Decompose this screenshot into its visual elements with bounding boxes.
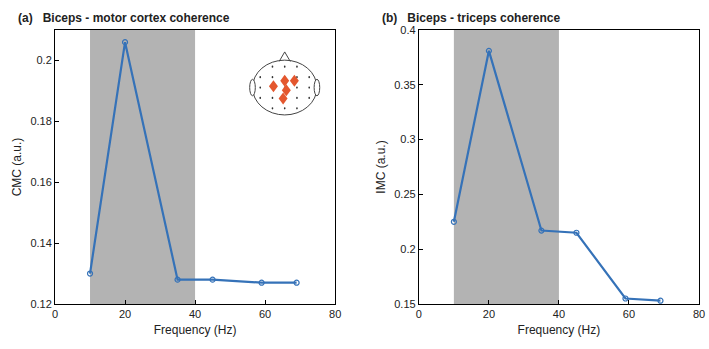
svg-text:Frequency (Hz): Frequency (Hz) xyxy=(154,323,237,337)
svg-text:20: 20 xyxy=(119,308,131,320)
svg-text:60: 60 xyxy=(623,308,635,320)
svg-text:0.15: 0.15 xyxy=(394,298,415,310)
svg-text:0: 0 xyxy=(52,308,58,320)
svg-text:60: 60 xyxy=(259,308,271,320)
svg-text:0.18: 0.18 xyxy=(30,115,51,127)
svg-text:0: 0 xyxy=(416,308,422,320)
svg-text:0.4: 0.4 xyxy=(400,24,415,36)
svg-text:(b) Biceps - triceps coheren: (b) Biceps - triceps coherence xyxy=(382,11,560,25)
svg-text:0.2: 0.2 xyxy=(400,243,415,255)
svg-text:80: 80 xyxy=(693,308,705,320)
svg-text:0.14: 0.14 xyxy=(30,237,51,249)
svg-text:Frequency (Hz): Frequency (Hz) xyxy=(518,323,601,337)
svg-text:0.35: 0.35 xyxy=(394,79,415,91)
svg-text:20: 20 xyxy=(483,308,495,320)
svg-text:(a) Biceps - motor cortex co: (a) Biceps - motor cortex coherence xyxy=(18,11,230,25)
svg-text:0.12: 0.12 xyxy=(30,298,51,310)
svg-text:0.16: 0.16 xyxy=(30,176,51,188)
svg-text:IMC (a.u.): IMC (a.u.) xyxy=(374,140,388,193)
svg-text:0.2: 0.2 xyxy=(37,54,52,66)
svg-text:40: 40 xyxy=(553,308,565,320)
svg-text:0.3: 0.3 xyxy=(400,133,415,145)
svg-text:0.25: 0.25 xyxy=(394,188,415,200)
svg-text:CMC (a.u.): CMC (a.u.) xyxy=(10,138,24,197)
svg-text:80: 80 xyxy=(329,308,341,320)
svg-text:40: 40 xyxy=(189,308,201,320)
